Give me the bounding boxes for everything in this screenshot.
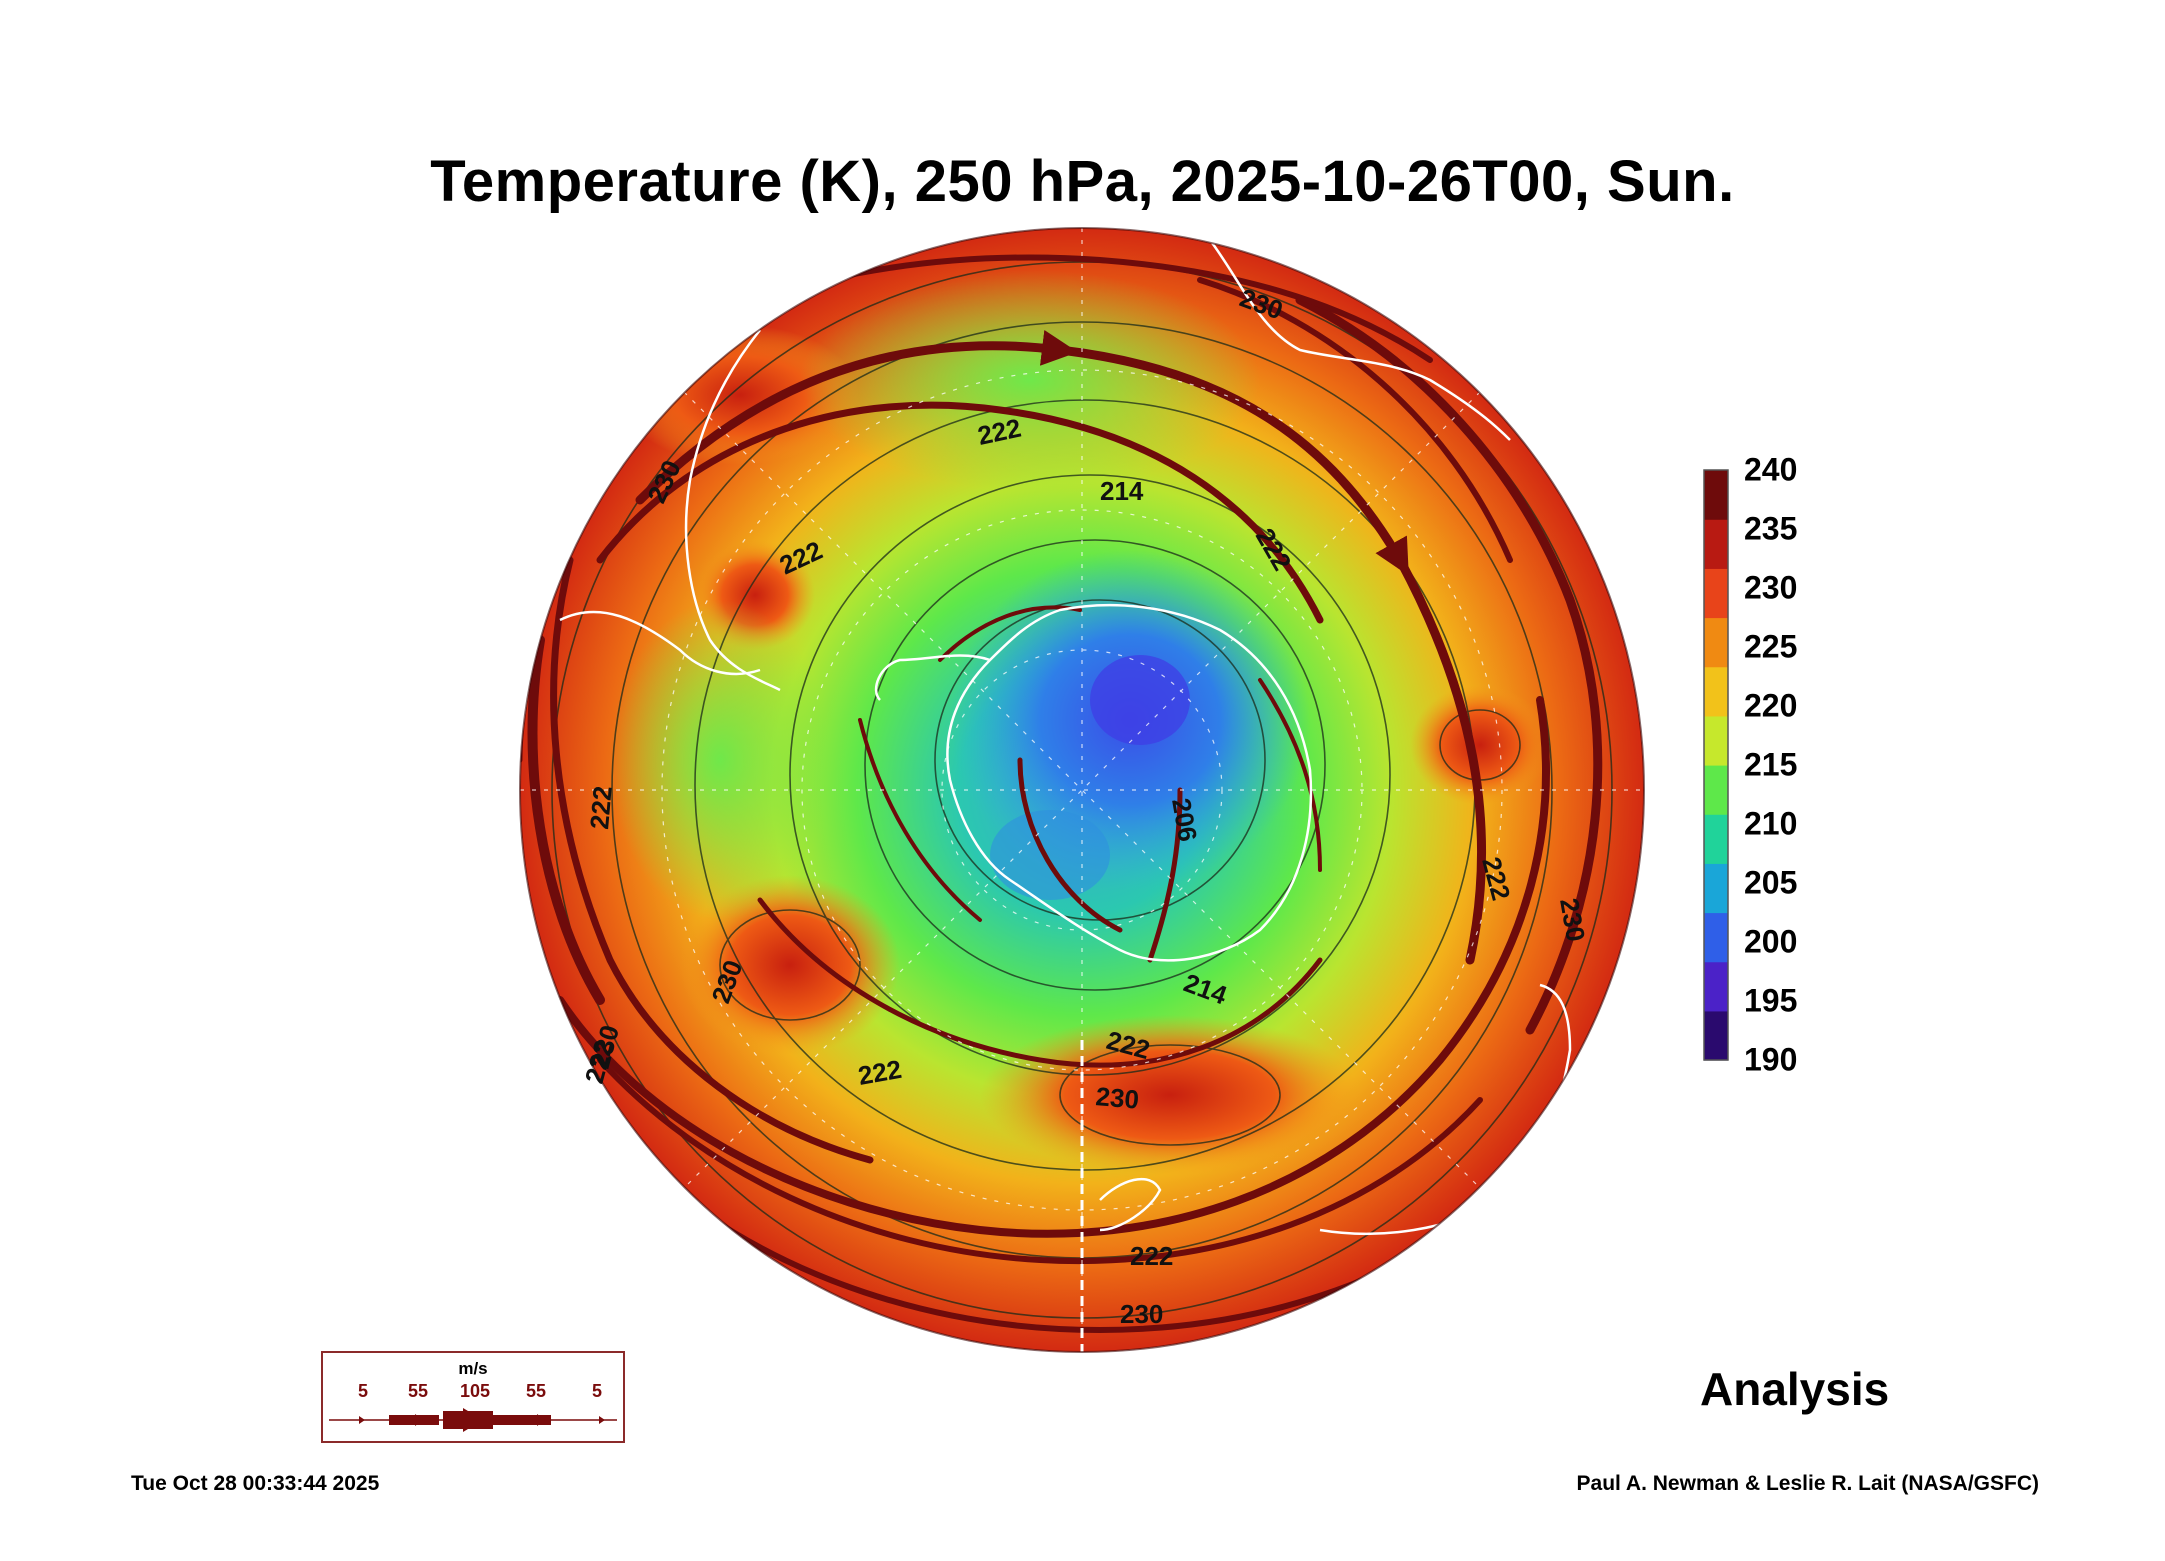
colorbar-tick: 190 [1744, 1041, 1798, 1078]
colorbar-segment [1704, 715, 1728, 766]
coastline-africa [1208, 239, 1511, 441]
wind-legend-value: 55 [407, 1381, 429, 1401]
green-band-west [610, 600, 830, 920]
colorbar-segment [1704, 519, 1728, 569]
streamline [1017, 757, 1123, 933]
wind-legend-value: 5 [357, 1381, 369, 1401]
coastline-new-zealand [1099, 1177, 1162, 1232]
coastline-antarctic-peninsula [874, 654, 991, 701]
streamline [597, 1057, 1483, 1265]
coastline-west [559, 610, 761, 676]
wind-legend-value: 55 [525, 1381, 547, 1401]
contour-label: 222 [1130, 1241, 1173, 1271]
contour-line [719, 909, 861, 1021]
colorbar-segment [1704, 470, 1728, 520]
streamline [1147, 787, 1183, 963]
wind-speed-legend: m/s 5 55 105 55 5 [321, 1351, 625, 1443]
colorbar-segment [1704, 765, 1728, 815]
colorbar-tick: 235 [1744, 510, 1798, 547]
colorbar-tick: 200 [1744, 923, 1798, 960]
colorbar-tick: 225 [1744, 628, 1798, 665]
colorbar-tick: 230 [1744, 569, 1798, 606]
colorbar [1703, 469, 1729, 1061]
coastline-antarctica [946, 603, 1313, 962]
wind-legend-arrow [329, 1408, 617, 1432]
contour-label: 206 [1166, 796, 1203, 844]
streamline [757, 897, 1323, 1068]
colorbar-segment [1704, 666, 1728, 717]
colorbar-tick: 205 [1744, 864, 1798, 901]
colorbar-segment [1704, 863, 1728, 914]
colorbar-tick: 210 [1744, 805, 1798, 842]
streamline [938, 605, 1082, 662]
graticule-meridian [683, 391, 1481, 1189]
contour-line [1059, 1044, 1281, 1146]
map-title: Temperature (K), 250 hPa, 2025-10-26T00,… [430, 149, 1735, 214]
streamline [550, 556, 874, 1164]
wind-legend-unit: m/s [458, 1359, 488, 1378]
contour-label: 230 [1120, 1299, 1163, 1329]
contour-label: 222 [856, 1054, 904, 1091]
colorbar-labels: 240 235 230 225 220 215 210 205 200 195 … [1744, 452, 1864, 1090]
cold-minimum [1090, 655, 1190, 745]
graticule-meridian [683, 391, 1481, 1189]
streamline [1197, 277, 1513, 563]
colorbar-segment [1704, 1010, 1728, 1061]
warm-anomaly-west [680, 875, 900, 1055]
wind-legend-value: 105 [459, 1381, 491, 1401]
streamline [556, 696, 1550, 1238]
streamline [1258, 678, 1322, 872]
timestamp: Tue Oct 28 00:33:44 2025 [131, 1472, 380, 1495]
coastline-south-america [684, 329, 781, 692]
analysis-label: Analysis [1700, 1363, 1890, 1415]
contour-label: 214 [1100, 476, 1144, 506]
globe-outline [519, 227, 1645, 1353]
streamline [1295, 295, 1603, 1035]
streamline [527, 635, 605, 1005]
colorbar-tick: 240 [1744, 451, 1798, 488]
colorbar-segment [1704, 568, 1728, 619]
wind-legend-value: 5 [591, 1381, 603, 1401]
colorbar-frame [1703, 469, 1729, 1061]
credit: Paul A. Newman & Leslie R. Lait (NASA/GS… [1576, 1472, 2039, 1495]
cold-secondary [990, 810, 1110, 900]
streamline [596, 401, 1324, 624]
colorbar-segment [1704, 814, 1728, 864]
contour-label: 230 [1554, 896, 1591, 944]
colorbar-segment [1704, 617, 1728, 668]
warm-anomaly-south [980, 1015, 1360, 1175]
contour-label: 222 [584, 785, 618, 831]
graticule-circle [661, 369, 1503, 1211]
graticule-circle [941, 649, 1223, 931]
warm-anomaly-east [1410, 685, 1550, 805]
colorbar-tick: 220 [1744, 687, 1798, 724]
colorbar-tick: 195 [1744, 982, 1798, 1019]
colorbar-tick: 215 [1744, 746, 1798, 783]
contour-label: 230 [1094, 1081, 1140, 1115]
streamline [858, 718, 982, 922]
colorbar-segment [1704, 961, 1728, 1012]
streamline [635, 329, 1486, 965]
colorbar-segment [1704, 912, 1728, 963]
